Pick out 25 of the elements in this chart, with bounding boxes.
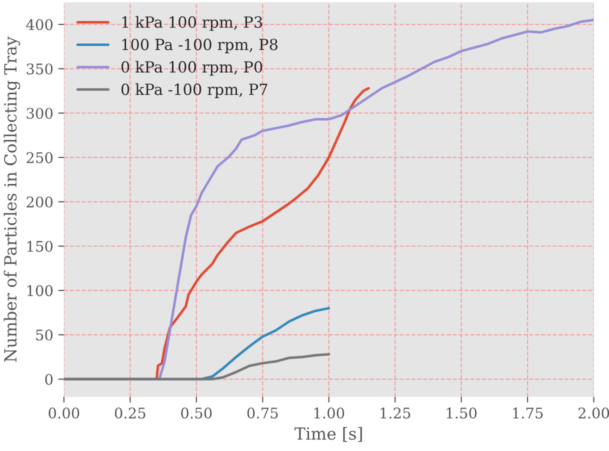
x-axis-title: Time [s] <box>294 426 362 442</box>
y-tick-label: 0 <box>45 374 53 385</box>
y-tick-label: 50 <box>36 330 53 341</box>
x-tick-label: 1.00 <box>314 408 344 419</box>
legend-label: 1 kPa 100 rpm, P3 <box>122 16 262 31</box>
y-tick-label: 150 <box>27 240 53 252</box>
x-tick-label: 0.50 <box>181 408 212 419</box>
line-series <box>64 353 330 380</box>
y-tick-label: 350 <box>26 63 53 75</box>
x-tick-label: 2.00 <box>578 408 609 419</box>
legend-label: 100 Pa -100 rpm, P8 <box>122 38 278 54</box>
y-tick-label: 300 <box>26 108 53 119</box>
y-tick-label: 250 <box>26 152 53 164</box>
y-tick-label: 100 <box>27 285 53 296</box>
y-axis-title: Number of Particles in Collecting Tray <box>4 36 20 362</box>
x-tick-label: 0.00 <box>48 408 80 419</box>
y-tick-label: 400 <box>26 19 53 30</box>
x-tick-label: 0.25 <box>114 408 146 419</box>
y-tick-label: 200 <box>26 196 53 208</box>
x-tick-label: 1.75 <box>513 408 543 419</box>
legend-label: 0 kPa -100 rpm, P7 <box>121 83 268 98</box>
x-tick-label: 1.25 <box>380 408 410 419</box>
legend-label: 0 kPa 100 rpm, P0 <box>121 60 262 76</box>
x-tick-label: 0.75 <box>247 408 278 419</box>
x-tick-label: 1.50 <box>446 408 477 419</box>
